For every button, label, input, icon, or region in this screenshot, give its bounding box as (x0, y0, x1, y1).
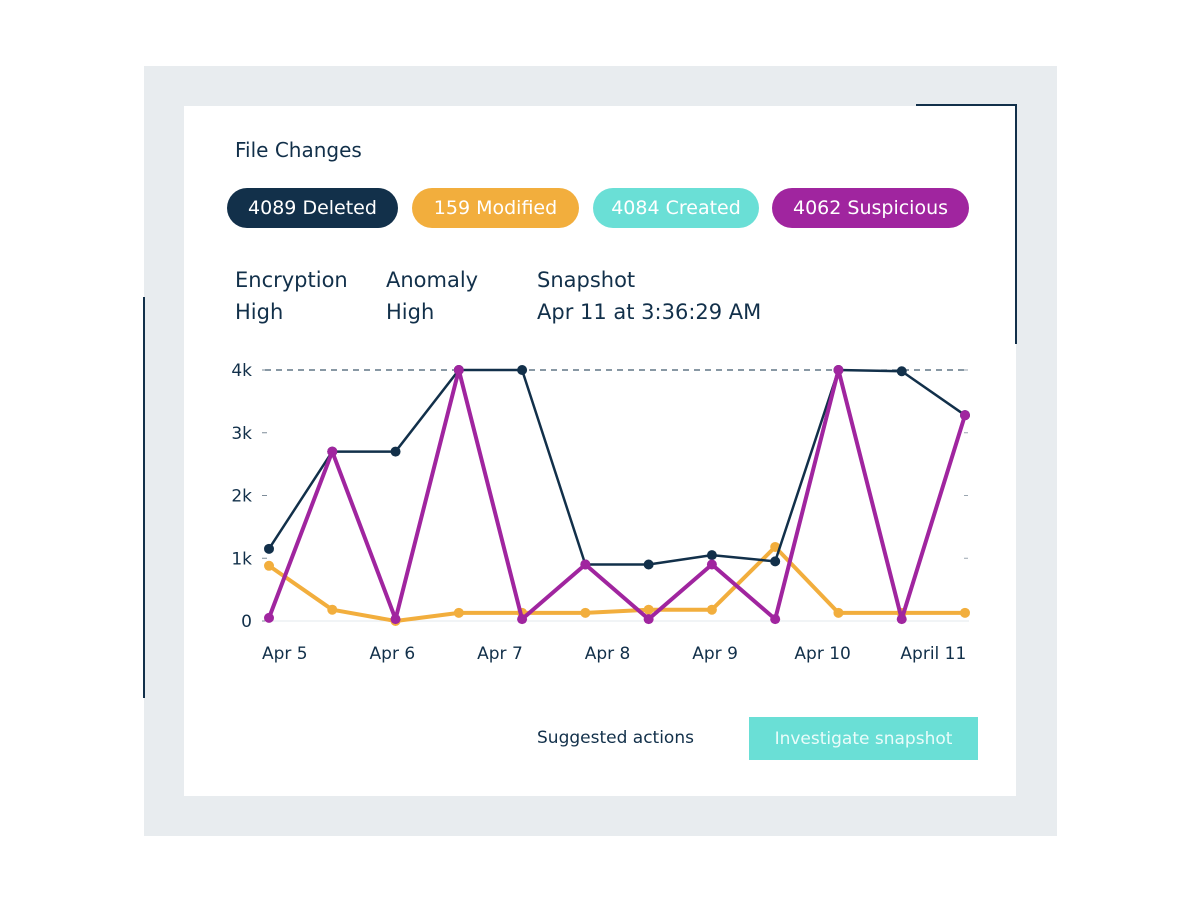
encryption-value: High (235, 300, 284, 324)
data-point-modified (706, 604, 717, 615)
card-title: File Changes (235, 138, 362, 162)
y-tick-label: 4k (231, 361, 252, 381)
data-point-deleted (390, 446, 401, 457)
suspicious-count-pill[interactable]: 4062 Suspicious (772, 188, 969, 228)
suggested-actions-label: Suggested actions (537, 728, 694, 748)
data-point-deleted (643, 559, 654, 570)
x-tick-label: Apr 8 (585, 644, 631, 664)
data-point-deleted (770, 556, 781, 567)
y-tick-label: 0 (241, 612, 252, 632)
data-point-suspicious (960, 410, 970, 421)
decorative-right-line (1015, 106, 1017, 344)
investigate-snapshot-button[interactable]: Investigate snapshot (749, 717, 978, 760)
x-tick-label: Apr 7 (477, 644, 523, 664)
data-point-suspicious (264, 612, 274, 623)
data-point-suspicious (770, 614, 781, 625)
data-point-suspicious (327, 446, 338, 457)
deleted-count-pill[interactable]: 4089 Deleted (227, 188, 398, 228)
data-point-suspicious (390, 614, 401, 625)
y-tick-label: 3k (231, 424, 252, 444)
data-point-suspicious (453, 365, 464, 375)
data-point-modified (770, 541, 781, 552)
encryption-meta: Encryption High (235, 264, 348, 328)
snapshot-label: Snapshot (537, 268, 636, 292)
x-tick-label: Apr 5 (262, 644, 308, 664)
y-tick-label: 2k (231, 487, 252, 507)
data-point-deleted (706, 550, 717, 561)
snapshot-meta: Snapshot Apr 11 at 3:36:29 AM (537, 264, 761, 328)
series-line-modified (267, 544, 967, 623)
data-point-modified (960, 607, 970, 618)
series-line-suspicious (267, 368, 967, 622)
decorative-top-line (916, 104, 1017, 106)
anomaly-label: Anomaly (386, 268, 479, 292)
data-point-modified (264, 560, 274, 571)
data-point-suspicious (833, 365, 844, 375)
x-tick-label: Apr 9 (692, 644, 738, 664)
anomaly-meta: Anomaly High (386, 264, 478, 328)
data-point-deleted (517, 365, 528, 375)
data-point-suspicious (517, 614, 528, 625)
x-tick-label: Apr 6 (370, 644, 416, 664)
data-point-modified (643, 604, 654, 615)
data-point-modified (327, 604, 338, 615)
data-point-modified (453, 607, 464, 618)
file-changes-card: File Changes 4089 Deleted 159 Modified 4… (184, 106, 1016, 796)
anomaly-value: High (386, 300, 435, 324)
data-point-suspicious (706, 559, 717, 570)
x-tick-label: April 11 (900, 644, 966, 664)
data-point-suspicious (643, 614, 654, 625)
modified-count-pill[interactable]: 159 Modified (412, 188, 579, 228)
series-line-deleted (267, 368, 967, 566)
data-point-deleted (896, 366, 907, 377)
data-point-suspicious (580, 559, 591, 570)
data-point-modified (833, 607, 844, 618)
decorative-left-line (143, 297, 145, 698)
y-tick-label: 1k (231, 549, 252, 569)
data-point-modified (580, 607, 591, 618)
file-changes-chart: 0 1k 2k 3k 4k Apr 5 Apr 6 Apr 7 Apr 8 Apr 9 Apr 10… (231, 361, 970, 664)
snapshot-value: Apr 11 at 3:36:29 AM (537, 300, 762, 324)
x-tick-label: Apr 10 (794, 644, 850, 664)
data-point-deleted (264, 543, 274, 554)
created-count-pill[interactable]: 4084 Created (593, 188, 759, 228)
data-point-suspicious (896, 614, 907, 625)
encryption-label: Encryption (235, 268, 348, 292)
